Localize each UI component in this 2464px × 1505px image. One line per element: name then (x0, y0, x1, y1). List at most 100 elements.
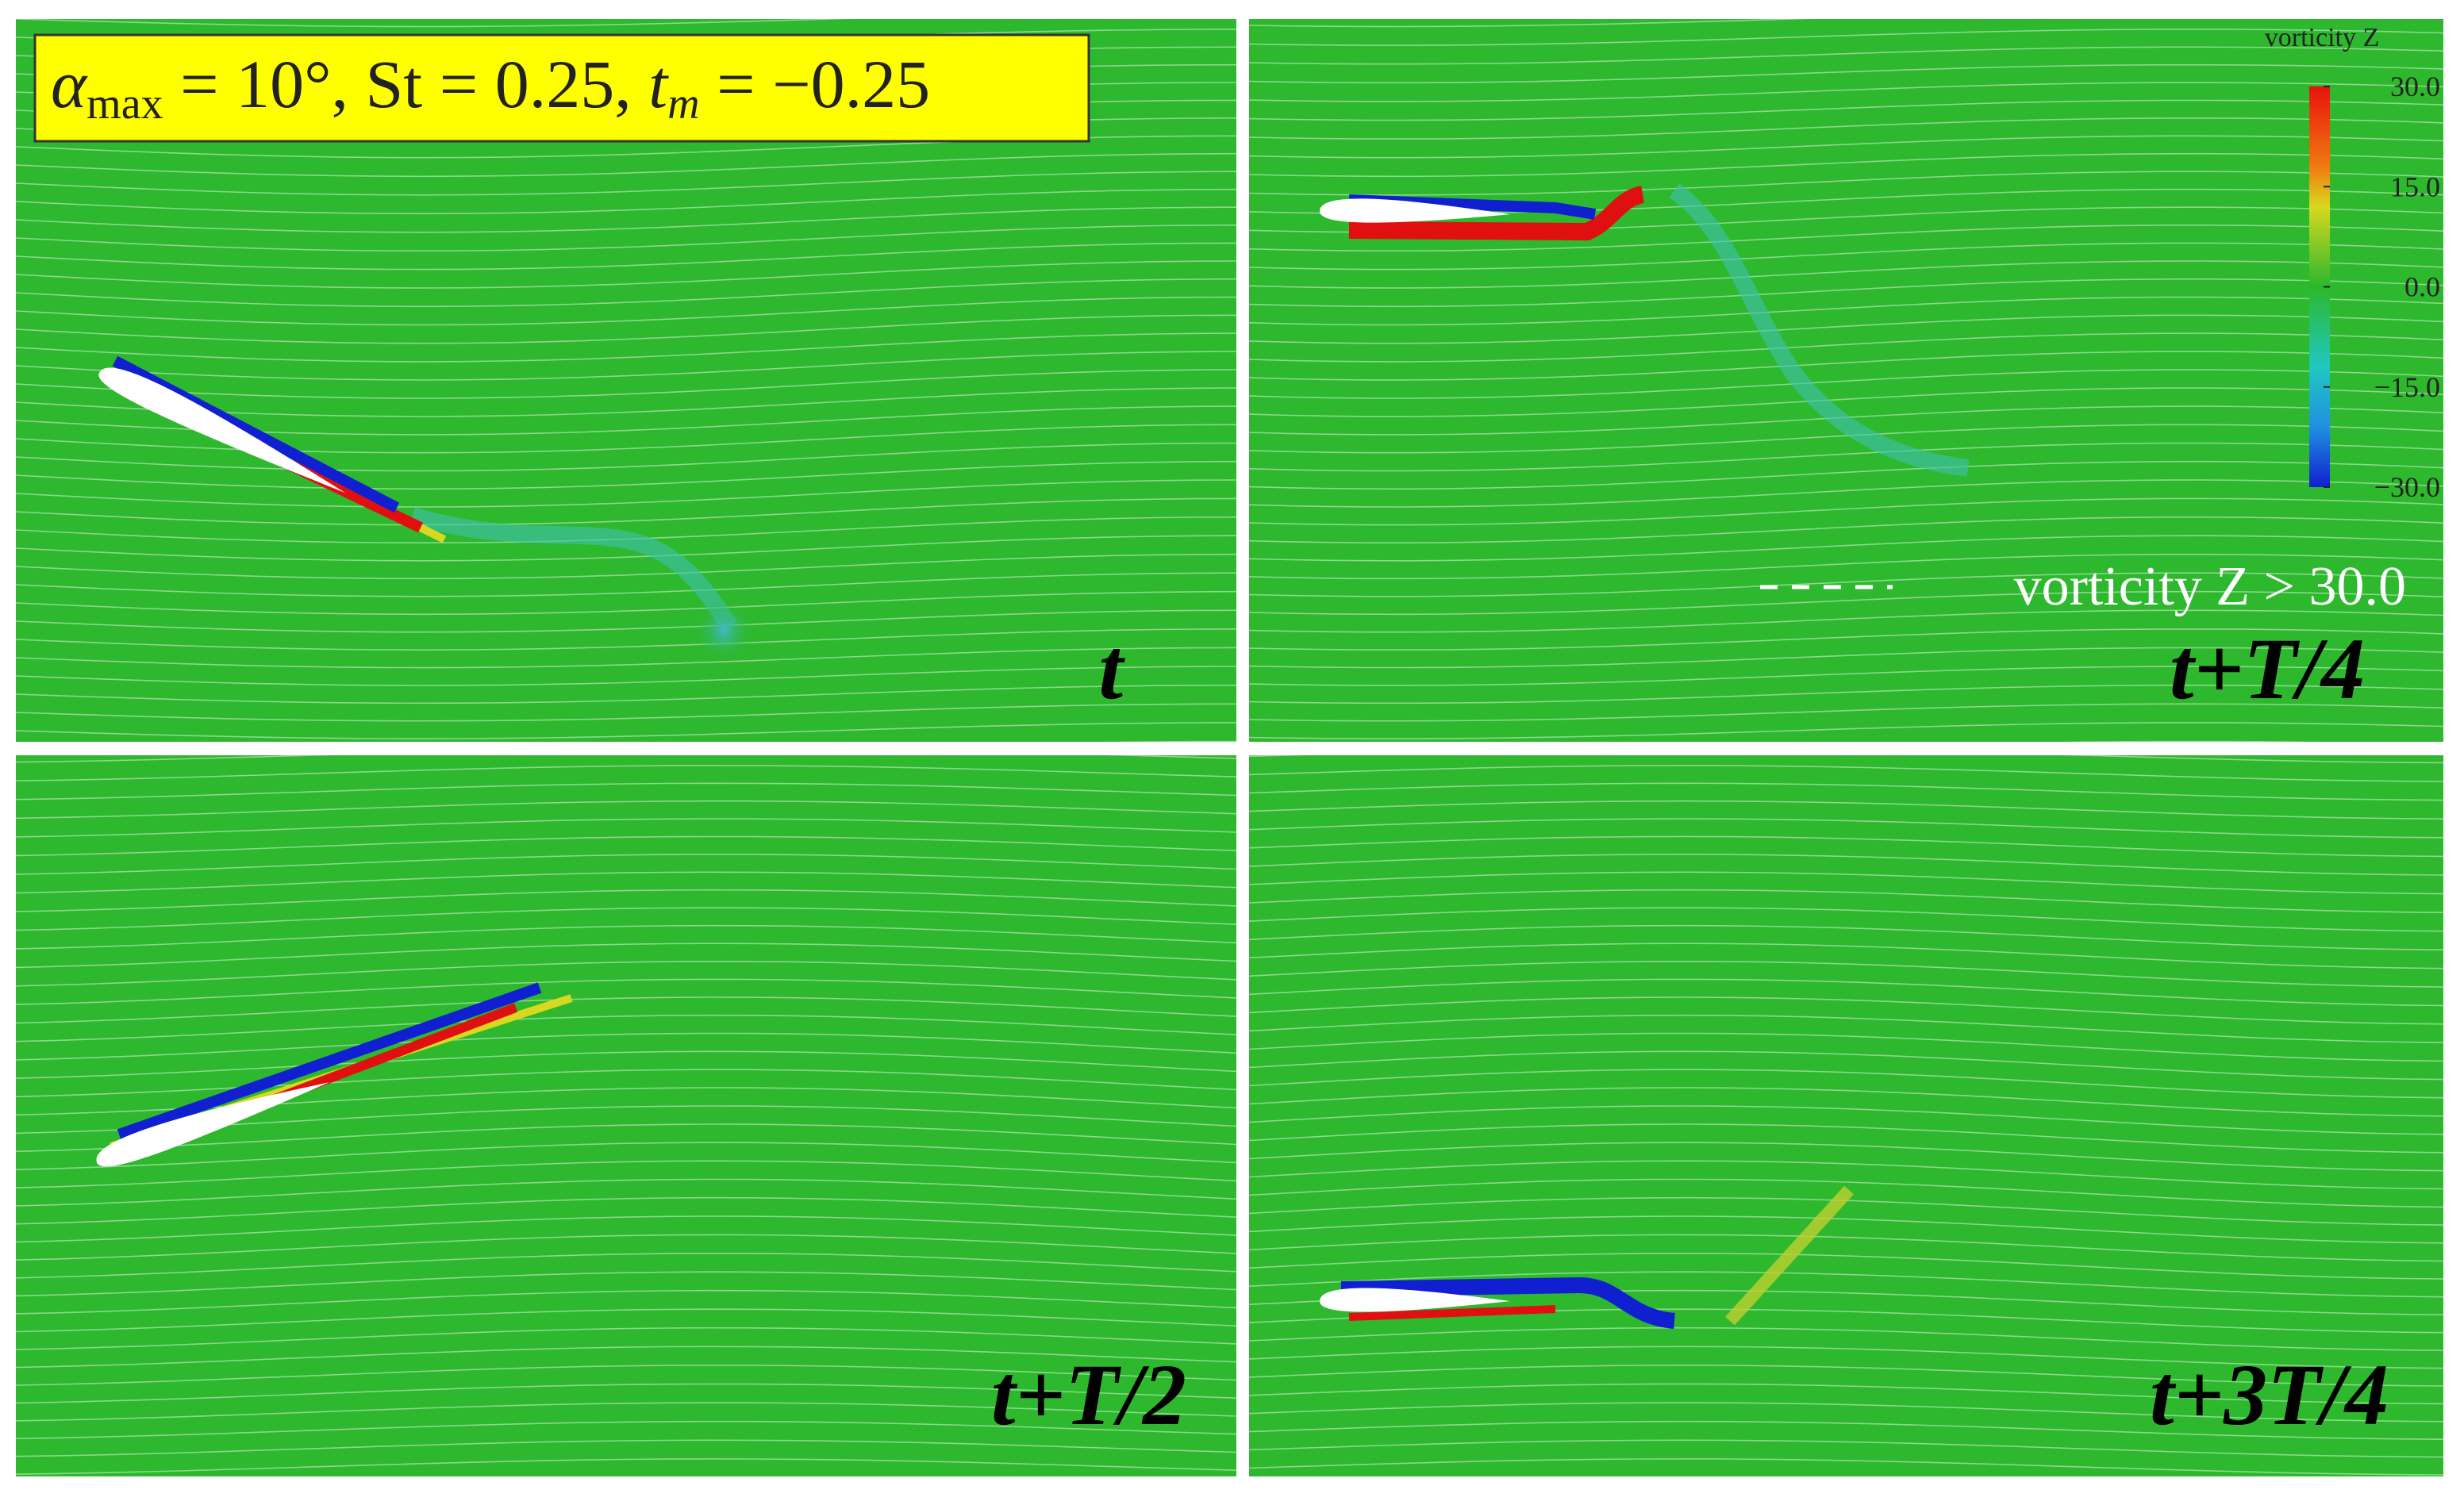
text: = −0.25 (700, 46, 931, 122)
streamline (16, 1032, 1236, 1061)
streamline (1249, 225, 2443, 251)
streamline (16, 225, 1236, 252)
streamline (1249, 1271, 2443, 1298)
streamline (16, 152, 1236, 178)
streamline (1249, 46, 2443, 65)
streamline (16, 242, 1236, 271)
symbol: α (51, 46, 88, 122)
streamline (16, 960, 1236, 987)
panel (1249, 755, 2443, 1476)
streamline (1249, 135, 2443, 159)
panel-label: t (1098, 620, 1125, 717)
streamline (16, 800, 1236, 820)
streamline (16, 572, 1236, 597)
streamline (1249, 889, 2443, 913)
streamline (16, 314, 1236, 344)
streamline (16, 188, 1236, 215)
streamline (1249, 924, 2443, 950)
streamline (1249, 1478, 2443, 1493)
streamlines (1249, 755, 2443, 1493)
streamline (1249, 387, 2443, 417)
colorbar-tick-label: −30.0 (2374, 471, 2440, 503)
streamline (16, 351, 1236, 381)
streamline (1249, 1069, 2443, 1099)
streamline (16, 1420, 1236, 1440)
streamline (16, 765, 1236, 781)
streamline (16, 1289, 1236, 1315)
streamline (16, 1308, 1236, 1333)
streamline (16, 1050, 1236, 1079)
streamline (16, 835, 1236, 857)
streamline (1249, 609, 2443, 633)
streamline (16, 854, 1236, 875)
streamline (1249, 1160, 2443, 1190)
streamline (16, 1365, 1236, 1386)
streamlines (1249, 19, 2443, 742)
streamline (16, 19, 851, 28)
streamline (1249, 871, 2443, 895)
colorbar-tick-label: 30.0 (2390, 71, 2440, 102)
streamline (16, 424, 1236, 454)
streamline (16, 535, 1236, 562)
streamline (1249, 1014, 2443, 1043)
streamline (1249, 1252, 2443, 1280)
panel (1249, 19, 2443, 742)
streamline (1249, 1032, 2443, 1062)
streamline (1249, 369, 2443, 399)
streamline (16, 1069, 1236, 1098)
streamline (1249, 590, 2443, 616)
colorbar-tick-label: 15.0 (2390, 171, 2440, 202)
streamline (1249, 497, 2443, 526)
colorbar-tick-label: 0.0 (2404, 271, 2440, 303)
streamline (1249, 63, 2443, 84)
streamline (16, 497, 1236, 526)
streamline (16, 0, 1236, 8)
streamline (1249, 460, 2443, 490)
streamline (16, 1196, 1236, 1225)
streamline (1249, 1326, 2443, 1351)
streamline (1249, 442, 2443, 472)
streamline (16, 1496, 1236, 1505)
streamline (16, 590, 1236, 616)
streamline (16, 609, 1236, 633)
streamline (16, 818, 1236, 838)
annotation-box (33, 33, 1090, 143)
streamline (16, 1215, 1236, 1243)
streamline (16, 369, 1236, 399)
streamline (16, 943, 1236, 969)
streamline (1249, 1402, 2443, 1422)
streamline (1249, 332, 2443, 363)
streamline (1249, 572, 2443, 597)
streamline (16, 978, 1236, 1005)
streamline (16, 1439, 1236, 1457)
streamline (1249, 479, 2443, 508)
streamline (1249, 755, 2443, 764)
streamline (16, 1123, 1236, 1153)
streamline (1249, 1178, 2443, 1208)
streamline (1249, 1105, 2443, 1135)
streamline (1249, 117, 2443, 140)
streamline (1249, 703, 2443, 722)
streamline (16, 278, 1236, 308)
panel-label: t+T/2 (991, 1346, 1186, 1443)
annotation: αmax = 10°, St = 0.25, tm = −0.25 (51, 46, 930, 129)
streamline (1249, 424, 2443, 454)
streamline (16, 1252, 1236, 1279)
streamline (16, 889, 1236, 912)
streamline (16, 907, 1236, 931)
streamline (16, 1160, 1236, 1188)
streamline (16, 260, 1236, 289)
streamline (16, 1178, 1236, 1207)
streamline (16, 666, 1236, 686)
streamline (1249, 1439, 2443, 1458)
streamlines (16, 755, 1236, 1505)
streamline (1249, 82, 2443, 102)
streamline (1249, 647, 2443, 669)
streamline (16, 871, 1236, 894)
panel-label: t+3T/4 (2150, 1346, 2389, 1443)
streamline (16, 722, 1236, 739)
flow-features (1320, 1185, 1854, 1329)
streamline (1249, 1346, 2443, 1369)
subscript: m (667, 79, 699, 129)
